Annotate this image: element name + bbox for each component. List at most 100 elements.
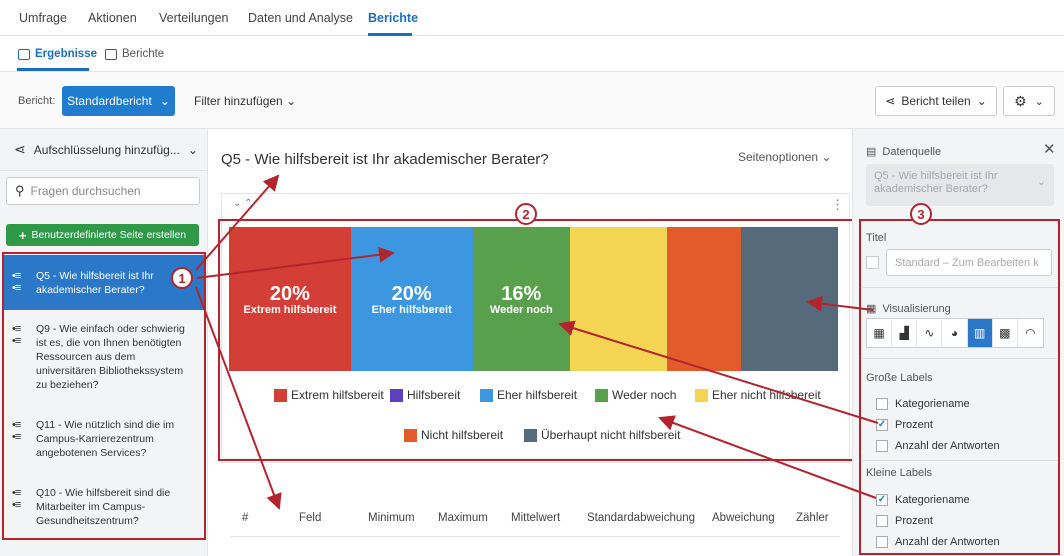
add-breakdown-label: Aufschlüsselung hinzufüg... — [33, 142, 180, 157]
big-label-percent-option[interactable]: ✓ Prozent — [876, 419, 933, 431]
category-label: Weder noch — [489, 304, 553, 316]
add-breakdown-dropdown[interactable]: ⋖ Aufschlüsselung hinzufüg... ⌄ — [0, 129, 208, 171]
legend-item: Eher hilfsbereit — [480, 388, 577, 402]
more-options-icon[interactable]: ⋮ — [831, 197, 844, 212]
question-item-q11[interactable]: •≡ •≡ Q11 - Wie nützlich sind die im Camp… — [4, 418, 204, 468]
stacked-bar-icon[interactable]: ▥ — [967, 319, 993, 347]
question-item-q10[interactable]: •≡ •≡ Q10 - Wie hilfsbereit sind die Mita… — [4, 486, 204, 536]
question-item-q9[interactable]: •≡ •≡ Q9 - Wie einfach oder schwierig ist… — [4, 322, 204, 402]
collapse-icon[interactable]: ⌄ ⌃ — [233, 198, 253, 209]
checkbox[interactable] — [876, 515, 888, 527]
subtab-ergebnisse[interactable]: Ergebnisse — [18, 48, 97, 60]
option-label: Anzahl der Antworten — [895, 536, 1000, 548]
share-report-label: Bericht teilen — [901, 94, 971, 108]
checkbox-checked[interactable]: ✓ — [876, 419, 888, 431]
tab-berichte[interactable]: Berichte — [368, 11, 419, 25]
tab-aktionen[interactable]: Aktionen — [88, 11, 137, 25]
table-header-minimum: Minimum — [368, 512, 415, 524]
legend-swatch — [480, 388, 493, 402]
pie-chart-icon[interactable]: ◕ — [942, 319, 968, 347]
table-header-number: # — [242, 512, 249, 524]
report-toolbar: Bericht: Standardbericht ⌄ Filter hinzuf… — [0, 72, 1064, 129]
question-label: Q11 - Wie nützlich sind die im Campus-Ka… — [36, 419, 175, 459]
table-divider — [230, 536, 840, 537]
search-icon: ⚲ — [15, 183, 25, 198]
checkbox-checked[interactable]: ✓ — [876, 494, 888, 506]
table-viz-icon[interactable]: ▦ — [867, 319, 893, 347]
checkbox[interactable] — [876, 536, 888, 548]
subtab-berichte-label: Berichte — [122, 48, 165, 60]
gauge-icon[interactable]: ◠ — [1025, 326, 1036, 340]
divider — [862, 460, 1058, 461]
legend-swatch — [404, 428, 417, 442]
title-input[interactable]: Standard – Zum Bearbeiten k — [886, 249, 1052, 276]
questions-sidebar: ⋖ Aufschlüsselung hinzufüg... ⌄ ⚲ Fragen… — [0, 129, 208, 556]
legend-label: Extrem hilfsbereit — [291, 388, 384, 402]
question-label: Q5 - Wie hilfsbereit ist Ihr akademische… — [36, 270, 154, 296]
title-checkbox[interactable] — [866, 256, 879, 269]
checkbox[interactable] — [876, 440, 888, 452]
report-select-button[interactable]: Standardbericht ⌄ — [62, 86, 175, 116]
add-filter-button[interactable]: Filter hinzufügen ⌄ — [194, 94, 296, 108]
page-options-dropdown[interactable]: Seitenoptionen ⌄ — [738, 150, 831, 164]
settings-button[interactable]: ⚙ ⌄ — [1003, 86, 1055, 116]
big-labels-heading: Große Labels — [866, 372, 933, 384]
page-options-label: Seitenoptionen — [738, 150, 819, 164]
annotation-badge-3: 3 — [910, 203, 932, 225]
close-icon[interactable]: ✕ — [1043, 141, 1056, 158]
bar-chart-icon[interactable]: ▟ — [892, 319, 918, 347]
category-label: Eher hilfsbereit — [371, 304, 452, 316]
chevron-down-icon: ⌄ — [286, 94, 297, 108]
report-label: Bericht: — [18, 95, 56, 107]
option-label: Anzahl der Antworten — [895, 440, 1000, 452]
subtab-berichte[interactable]: Berichte — [105, 48, 164, 60]
small-label-percent-option[interactable]: Prozent — [876, 515, 933, 527]
report-select-value: Standardbericht — [67, 94, 152, 108]
share-report-button[interactable]: ⋖ Bericht teilen ⌄ — [875, 86, 997, 116]
heatmap-icon[interactable]: ▩ — [993, 319, 1018, 347]
legend-item: Hilfsbereit — [390, 388, 460, 402]
small-label-count-option[interactable]: Anzahl der Antworten — [876, 536, 1000, 548]
datasource-select[interactable]: Q5 - Wie hilfsbereit ist Ihr akademische… — [866, 164, 1054, 206]
table-header-maximum: Maximum — [438, 512, 488, 524]
active-tab-indicator — [368, 33, 412, 36]
subtab-ergebnisse-label: Ergebnisse — [35, 48, 97, 60]
tab-verteilungen[interactable]: Verteilungen — [159, 11, 229, 25]
gear-icon: ⚙ — [1014, 92, 1027, 109]
breakdown-icon: ⋖ — [14, 141, 26, 157]
create-custom-page-button[interactable]: + Benutzerdefinierte Seite erstellen — [6, 224, 199, 246]
chevron-down-icon: ⌄ — [159, 94, 170, 108]
page-title: Q5 - Wie hilfsbereit ist Ihr akademische… — [221, 151, 549, 168]
bar-segment: 16% Weder noch — [472, 227, 571, 371]
question-search-input[interactable]: ⚲ Fragen durchsuchen — [6, 177, 200, 205]
small-labels-heading: Kleine Labels — [866, 467, 933, 479]
legend-item: Nicht hilfsbereit — [404, 428, 503, 442]
tab-umfrage[interactable]: Umfrage — [19, 11, 67, 25]
sub-nav: Ergebnisse Berichte — [0, 36, 1064, 72]
chevron-down-icon: ⌄ — [1036, 176, 1046, 188]
share-icon: ⋖ — [885, 94, 896, 108]
small-label-category-option[interactable]: ✓ Kategoriename — [876, 494, 970, 506]
chevron-down-icon: ⌄ — [976, 94, 987, 108]
chevron-down-icon: ⌄ — [187, 142, 198, 157]
tab-daten-und-analyse[interactable]: Daten und Analyse — [248, 11, 353, 25]
big-label-count-option[interactable]: Anzahl der Antworten — [876, 440, 1000, 452]
top-nav: Umfrage Aktionen Verteilungen Daten und … — [0, 0, 1064, 36]
annotation-badge-1: 1 — [171, 267, 193, 289]
big-label-category-option[interactable]: Kategoriename — [876, 398, 970, 410]
legend-label: Eher hilfsbereit — [497, 388, 578, 402]
datasource-label-text: Datenquelle — [882, 145, 942, 158]
divider — [862, 287, 1058, 288]
question-label: Q9 - Wie einfach oder schwierig ist es, … — [36, 323, 185, 391]
legend-label: Hilfsbereit — [407, 388, 461, 402]
question-label: Q10 - Wie hilfsbereit sind die Mitarbeit… — [36, 487, 171, 527]
data-label: 20% — [391, 283, 432, 305]
question-item-q5[interactable]: •≡ •≡ Q5 - Wie hilfsbereit ist Ihr akadem… — [4, 255, 204, 310]
search-placeholder: Fragen durchsuchen — [30, 184, 141, 198]
line-chart-icon[interactable]: ∿ — [917, 319, 943, 347]
option-label: Kategoriename — [895, 494, 970, 506]
data-label: 16% — [501, 283, 542, 305]
table-header-count: Zähler — [796, 512, 829, 524]
annotation-box-3 — [859, 219, 1060, 555]
clipboard-icon: ▤ — [866, 146, 877, 158]
